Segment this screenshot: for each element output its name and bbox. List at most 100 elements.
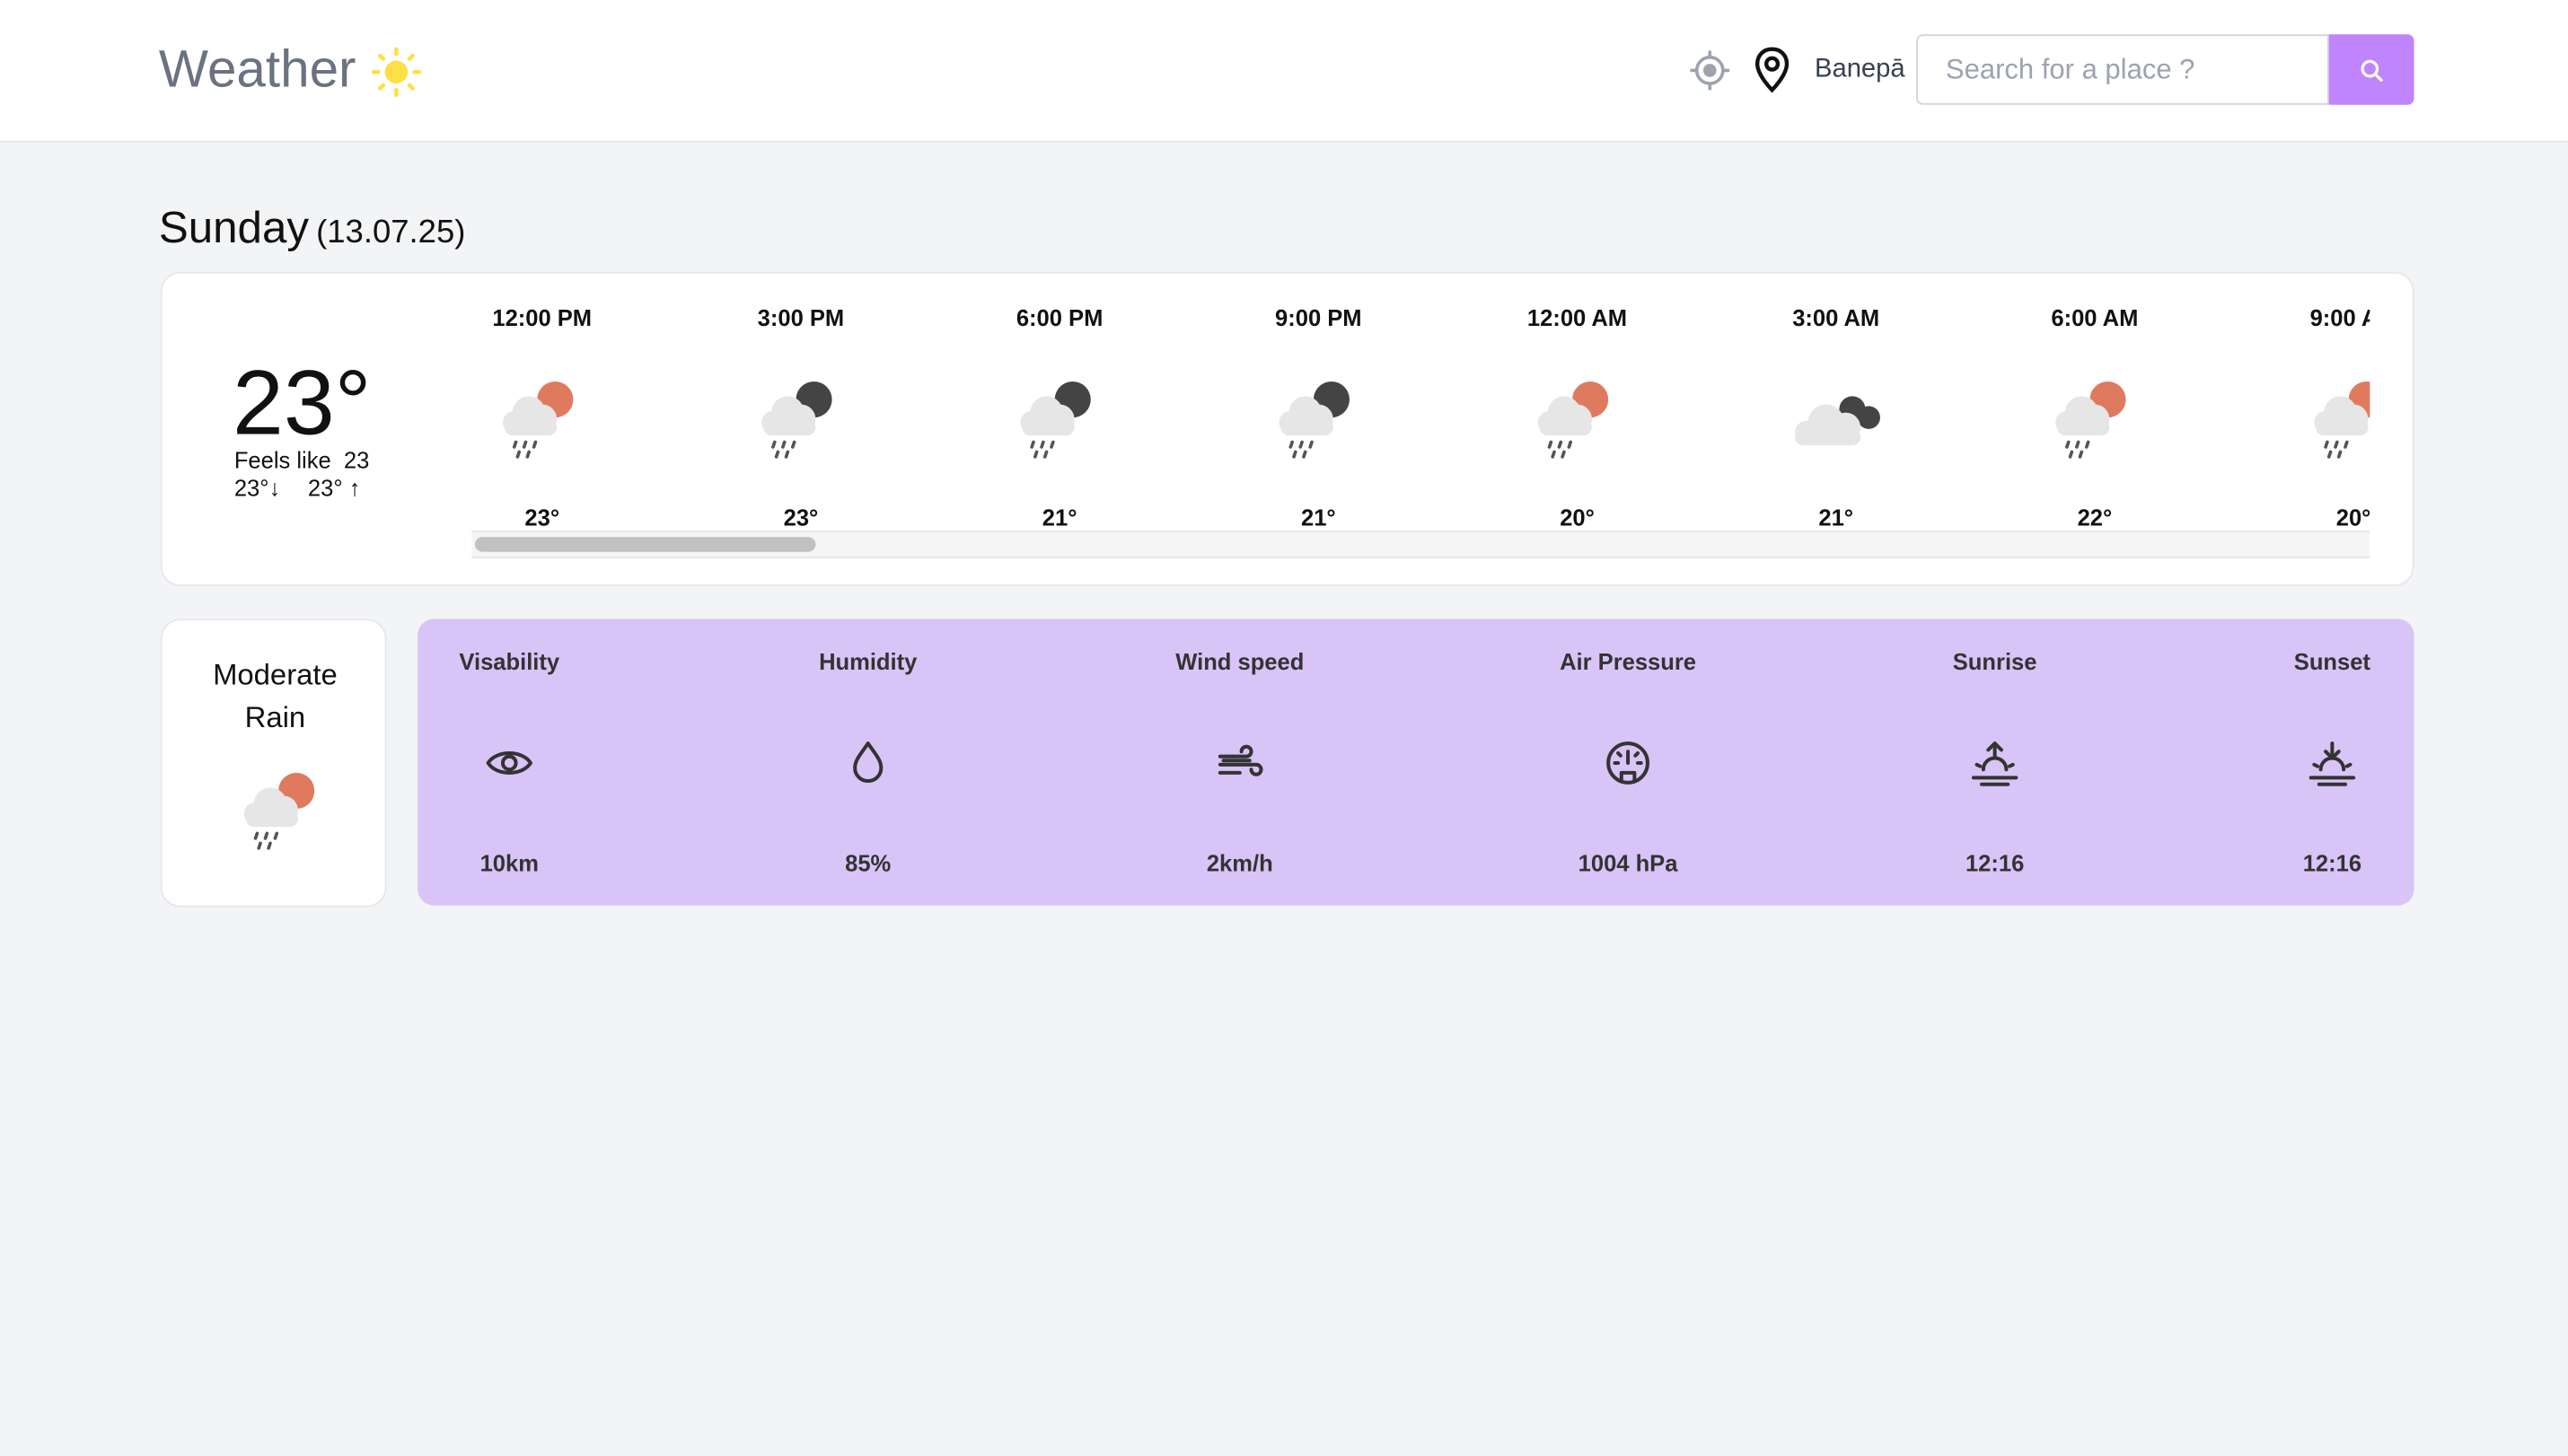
hour-temp: 23° [524, 504, 560, 531]
icon-shape [512, 440, 518, 449]
icon-shape [1040, 440, 1045, 449]
icon [1795, 396, 1880, 446]
icon-shape [532, 440, 538, 449]
icon-shape [774, 450, 780, 459]
icon-shape [2068, 450, 2074, 459]
hourly-strip[interactable]: 12:00 PM 23° 3:00 PM 23° 6:00 PM 21° 9:00 PM 21… [471, 288, 2370, 558]
search-input[interactable] [1916, 34, 2329, 105]
icon-shape [1690, 50, 1730, 91]
location-pin[interactable] [1755, 46, 1790, 95]
icon-shape [2314, 396, 2369, 436]
icon-shape [1755, 47, 1790, 93]
icon [243, 772, 315, 850]
icon-shape [253, 831, 259, 840]
icon-shape [2324, 440, 2329, 449]
condition-card: Moderate Rain [160, 618, 387, 908]
icon-shape [2065, 440, 2090, 459]
search-button[interactable] [2328, 34, 2414, 105]
icon-shape [1030, 440, 1055, 459]
header: Weather Banepā [0, 0, 2568, 143]
icon-shape [2065, 440, 2071, 449]
icon-shape [522, 440, 528, 449]
highlight-label: Sunset [2293, 648, 2370, 675]
icon-shape [2075, 440, 2080, 449]
icon-shape [1280, 418, 1333, 436]
icon-shape [2361, 58, 2379, 77]
icon-shape [1557, 440, 1563, 449]
icon [502, 381, 574, 459]
hour-time: 3:00 PM [757, 304, 845, 331]
scrollbar-thumb[interactable] [474, 537, 816, 552]
hour-temp: 20° [1560, 504, 1595, 531]
hour-time: 12:00 AM [1526, 304, 1628, 331]
locate-button[interactable] [1689, 49, 1731, 92]
icon-shape [1537, 396, 1592, 436]
temp-max: 23° ↑ [307, 474, 361, 502]
highlight-icon [2306, 737, 2358, 797]
hour-icon [1787, 373, 1892, 473]
hour-temp: 23° [783, 504, 819, 531]
hour-temp: 21° [1042, 504, 1077, 531]
condition-icon [234, 765, 332, 864]
icon-shape [525, 450, 531, 459]
icon-shape [1218, 744, 1263, 776]
icon-shape [1702, 64, 1717, 77]
highlight-label: Visability [459, 648, 560, 675]
icon-shape [1539, 418, 1592, 436]
icon-shape [1020, 396, 1075, 436]
icon-shape [1613, 750, 1643, 784]
sun-logo [371, 47, 422, 98]
icon-shape [1050, 440, 1055, 449]
icon-shape [2309, 741, 2356, 786]
icon-shape [1857, 406, 1880, 429]
day-heading: Sunday (13.07.25) [159, 203, 465, 254]
current-temp: 23° [233, 350, 372, 454]
icon-shape [1971, 741, 2018, 786]
icon-shape [1606, 741, 1649, 785]
temp-min: 23°↓ [233, 474, 281, 502]
highlight-value: 2km/h [1206, 849, 1273, 876]
highlight-label: Air Pressure [1560, 648, 1697, 675]
hour-time: 6:00 PM [1016, 304, 1104, 331]
hour-temp: 22° [2077, 504, 2113, 531]
icon [853, 741, 884, 783]
icon-shape [267, 841, 272, 850]
icon [1606, 741, 1649, 785]
icon-shape [1567, 440, 1573, 449]
icon [486, 751, 532, 775]
icon-shape [853, 741, 884, 783]
icon-shape [1302, 450, 1307, 459]
icon-shape [512, 440, 538, 459]
highlight-icon [1602, 737, 1654, 797]
icon-shape [1547, 440, 1573, 459]
highlight-icon [1968, 737, 2020, 797]
hour-icon [1270, 373, 1368, 473]
icon-shape [253, 831, 279, 850]
icon [1218, 744, 1263, 776]
hour-icon [2045, 373, 2143, 473]
icon [1971, 741, 2018, 786]
icon-shape [2344, 440, 2349, 449]
highlight-label: Humidity [819, 648, 918, 675]
app-title: Weather [158, 39, 356, 99]
highlight-value: 1004 hPa [1578, 849, 1678, 876]
highlight-icon [842, 737, 894, 797]
icon [2314, 381, 2370, 459]
day-name: Sunday [158, 203, 309, 252]
hour-icon [1528, 373, 1626, 473]
highlight-icon [1214, 737, 1266, 797]
icon-shape [504, 418, 558, 436]
hour-time: 6:00 AM [2051, 304, 2139, 331]
feels-like: Feels like 23 [233, 446, 370, 474]
highlight-label: Sunrise [1952, 648, 2037, 675]
icon-shape [2084, 440, 2090, 449]
highlight-icon [483, 737, 535, 797]
icon-shape [502, 396, 558, 436]
icon-shape [371, 47, 422, 98]
icon-shape [273, 831, 279, 840]
icon [761, 381, 832, 459]
icon-shape [257, 841, 262, 850]
icon-shape [1298, 440, 1304, 449]
icon-shape [407, 53, 415, 61]
